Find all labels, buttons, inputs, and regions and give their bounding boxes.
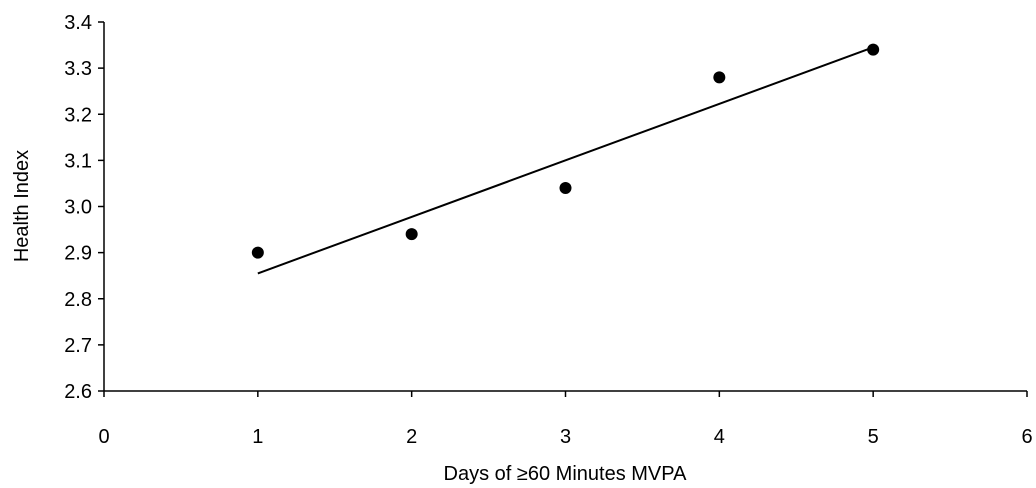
- y-axis: 2.6 2.7 2.8 2.9 3.0 3.1 3.2 3.3 3.4: [64, 12, 105, 403]
- y-axis-title: Health Index: [11, 150, 33, 262]
- y-tick-label: 3.3: [64, 58, 92, 80]
- data-point: [251, 246, 264, 259]
- y-tick-label: 2.7: [64, 335, 92, 357]
- y-tick-label: 3.1: [64, 150, 92, 172]
- x-tick-label: 1: [252, 426, 263, 448]
- x-tick-label: 0: [98, 426, 109, 448]
- data-point: [405, 228, 418, 241]
- y-tick-label: 3.4: [64, 12, 92, 34]
- y-tick-label: 2.8: [64, 289, 92, 311]
- x-tick-label: 2: [406, 426, 417, 448]
- x-tick-label: 3: [560, 426, 571, 448]
- x-tick-label: 5: [868, 426, 879, 448]
- y-tick-label: 2.6: [64, 381, 92, 403]
- x-tick-label: 6: [1021, 426, 1032, 448]
- data-point: [867, 43, 880, 56]
- y-tick-label: 3.0: [64, 197, 92, 219]
- y-tick-label: 2.9: [64, 243, 92, 265]
- x-tick-label: 4: [714, 426, 725, 448]
- y-tick-label: 3.2: [64, 104, 92, 126]
- x-axis-title: Days of ≥60 Minutes MVPA: [444, 463, 688, 485]
- trend-line: [257, 46, 874, 275]
- data-point: [713, 71, 726, 84]
- data-point: [559, 182, 572, 195]
- x-axis: 0 1 2 3 4 5 6: [98, 390, 1033, 448]
